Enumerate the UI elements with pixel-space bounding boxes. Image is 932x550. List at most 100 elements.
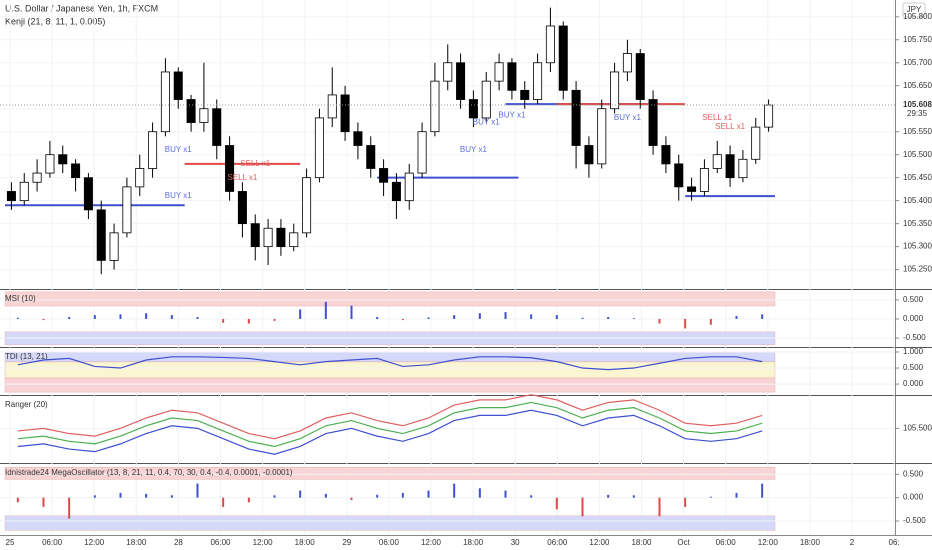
candle-body — [32, 172, 42, 183]
bar — [453, 315, 456, 319]
candle-body — [635, 53, 645, 100]
series-line — [17, 409, 763, 455]
currency: JPY — [907, 5, 922, 14]
trade-annotation: SELL x1 — [227, 173, 257, 182]
bar — [222, 497, 225, 507]
bar — [581, 497, 584, 517]
candle-body — [186, 99, 196, 123]
time-label: 06:00 — [716, 538, 737, 547]
band — [4, 377, 776, 393]
candle-body — [545, 25, 555, 64]
bar — [607, 494, 610, 498]
candle-body — [212, 108, 222, 146]
candle-body — [83, 177, 93, 211]
bar — [247, 497, 250, 503]
bar — [761, 314, 764, 319]
time-label: 18:00 — [800, 538, 821, 547]
band — [4, 467, 776, 480]
bar — [427, 317, 430, 319]
bar — [709, 318, 712, 325]
bar — [299, 309, 302, 319]
bar — [530, 495, 533, 498]
bar — [42, 318, 45, 321]
bar — [222, 318, 225, 323]
y-tick-label: 0.500 — [903, 295, 924, 304]
y-tick-label: -0.500 — [903, 516, 926, 525]
bar — [632, 495, 635, 498]
bar — [196, 317, 199, 319]
candle-body — [237, 191, 247, 225]
bar — [401, 492, 404, 498]
pane-title: TDI (13, 21) — [5, 352, 48, 361]
candle-body — [353, 131, 363, 146]
candle-body — [725, 154, 735, 179]
trade-annotation: BUY x1 — [473, 118, 501, 127]
candle-body — [6, 191, 16, 202]
bar — [478, 488, 481, 498]
candle-body — [366, 145, 376, 169]
bar — [709, 496, 712, 498]
bar — [16, 317, 19, 319]
candle-body — [751, 126, 761, 160]
y-tick-label: 105.350 — [903, 219, 932, 228]
candle-body — [699, 168, 709, 192]
candle-body — [584, 145, 594, 165]
bar — [658, 318, 661, 324]
time-label: Oct — [677, 538, 690, 547]
y-tick-label: 105.700 — [903, 58, 932, 67]
bar — [324, 301, 327, 319]
series-line — [17, 356, 763, 371]
bar — [16, 497, 19, 503]
bar — [530, 314, 533, 319]
candle-body — [327, 94, 337, 119]
y-tick-label: 0.000 — [903, 314, 924, 323]
candle-body — [173, 71, 183, 100]
pane-title: Idnistrade24 MegaOscillator (13, 8, 21, … — [5, 468, 293, 477]
time-label: 18:00 — [126, 538, 147, 547]
bar — [376, 494, 379, 498]
time-label: 06:00 — [210, 538, 231, 547]
time-label: 28 — [174, 538, 183, 547]
time-label: 12:00 — [421, 538, 442, 547]
bar — [555, 315, 558, 319]
candle-body — [289, 232, 299, 248]
candle-body — [712, 154, 722, 169]
candle-body — [148, 131, 158, 169]
y-tick-label: 105.500 — [903, 150, 932, 159]
candle-body — [71, 163, 81, 179]
currency-box — [902, 2, 926, 18]
band — [4, 291, 776, 307]
candle-body — [109, 232, 119, 261]
time-label: 06:00 — [42, 538, 63, 547]
bar — [607, 317, 610, 319]
candle-body — [468, 99, 478, 119]
trade-annotation: BUY x1 — [165, 145, 193, 154]
bar — [145, 493, 148, 498]
candle-body — [507, 62, 517, 91]
bar — [273, 318, 276, 321]
bar — [401, 318, 404, 321]
bar — [478, 313, 481, 319]
time-label: 18:00 — [631, 538, 652, 547]
bar — [504, 312, 507, 319]
bar — [735, 492, 738, 498]
candle-body — [122, 186, 132, 234]
y-tick-label: 105.650 — [903, 81, 932, 90]
pane-title: Ranger (20) — [5, 400, 48, 409]
bar — [350, 497, 353, 500]
bar — [42, 497, 45, 507]
bar — [684, 318, 687, 329]
candle-body — [456, 62, 466, 100]
candle-body — [276, 227, 286, 248]
bar — [93, 495, 96, 498]
time-label: 12:00 — [84, 538, 105, 547]
chart-title: U.S. Dollar / Japanese Yen, 1h, FXCM — [5, 3, 158, 13]
time-label: 12:00 — [253, 538, 274, 547]
candle-body — [96, 209, 106, 261]
time-label: 30 — [511, 538, 520, 547]
candle-body — [391, 181, 401, 202]
candle-body — [533, 62, 543, 100]
bar — [299, 490, 302, 498]
candle-body — [687, 186, 697, 192]
